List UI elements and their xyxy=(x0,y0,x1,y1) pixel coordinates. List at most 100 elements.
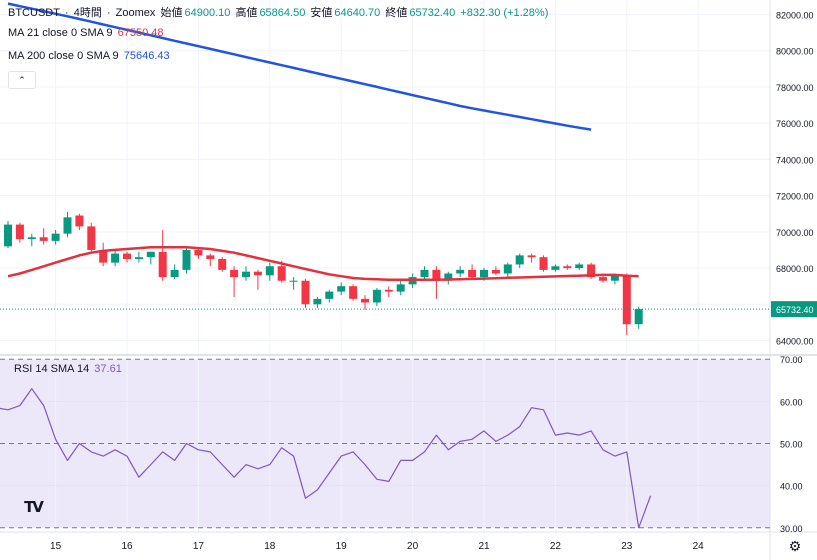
candle-body xyxy=(468,269,477,278)
candle-body xyxy=(337,286,346,292)
time-axis-label: 20 xyxy=(407,541,419,552)
time-axis-label: 16 xyxy=(121,541,133,552)
candle-body xyxy=(63,217,72,234)
candle-body xyxy=(587,264,596,278)
ma200-legend[interactable]: MA 200 close 0 SMA 9 75646.43 xyxy=(8,50,172,62)
legend-collapse-button[interactable]: ⌃ xyxy=(8,71,36,89)
candle-body xyxy=(253,271,262,276)
rsi-axis-label: 60.00 xyxy=(780,397,803,407)
candle-body xyxy=(158,251,167,278)
time-axis-label: 15 xyxy=(50,541,62,552)
candle-body xyxy=(491,269,500,274)
candle-body xyxy=(206,255,215,260)
time-axis-label: 18 xyxy=(264,541,276,552)
tradingview-logo[interactable]: TV xyxy=(24,498,44,516)
candle-body xyxy=(301,280,310,305)
main-legend: BTCUSDT · 4時間 · Zoomex 始値 64900.10 高値 6586… xyxy=(8,4,550,20)
candle-body xyxy=(361,298,369,303)
rsi-line xyxy=(0,388,652,529)
ma200-line xyxy=(7,2,592,131)
rsi-label: RSI 14 SMA 14 xyxy=(14,363,90,375)
rsi-axis-label: 70.00 xyxy=(780,355,803,365)
exchange-label: Zoomex xyxy=(115,7,156,19)
candle-body xyxy=(325,291,334,299)
time-axis-label: 24 xyxy=(693,541,705,552)
rsi-axis-label: 50.00 xyxy=(780,440,803,450)
candle-body xyxy=(480,269,488,278)
price-axis-label: 82000.00 xyxy=(776,10,814,20)
candle-body xyxy=(539,257,548,270)
candle-body xyxy=(313,298,322,305)
high-value: 65864.50 xyxy=(259,7,306,19)
candle-body xyxy=(634,309,643,325)
last-price-tag xyxy=(771,301,817,318)
ma21-value: 67550.48 xyxy=(117,27,164,39)
candle-body xyxy=(372,289,381,303)
price-axis-label: 76000.00 xyxy=(776,119,814,129)
candle-body xyxy=(194,249,203,256)
price-axis-label: 78000.00 xyxy=(776,83,814,93)
candle-body xyxy=(265,266,274,276)
high-label: 高値 xyxy=(235,7,258,19)
candle-body xyxy=(134,257,143,260)
candle-body xyxy=(146,251,155,258)
candle-body xyxy=(75,215,84,227)
candle-body xyxy=(230,269,239,278)
low-value: 64640.70 xyxy=(334,7,381,19)
candle-body xyxy=(420,269,429,278)
candle-body xyxy=(563,266,572,269)
candle-body xyxy=(289,280,298,282)
price-axis-label: 68000.00 xyxy=(776,264,814,274)
rsi-axis-label: 40.00 xyxy=(780,482,803,492)
candle-body xyxy=(39,237,48,241)
candle-body xyxy=(622,275,631,325)
candle-body xyxy=(87,226,96,250)
time-axis-label: 22 xyxy=(550,541,562,552)
price-axis-label: 74000.00 xyxy=(776,155,814,165)
candle-body xyxy=(111,253,120,263)
candle-body xyxy=(610,275,619,281)
rsi-band xyxy=(0,359,770,528)
candle-body xyxy=(456,269,465,274)
candle-body xyxy=(4,224,12,247)
ma200-label: MA 200 close 0 SMA 9 xyxy=(8,50,119,62)
rsi-legend[interactable]: RSI 14 SMA 14 37.61 xyxy=(14,363,124,375)
candle-body xyxy=(170,269,179,278)
candle-body xyxy=(123,253,131,260)
price-axis-label: 80000.00 xyxy=(776,47,814,57)
candle-body xyxy=(551,266,560,270)
time-axis-label: 17 xyxy=(193,541,205,552)
candle-body xyxy=(349,286,358,299)
open-value: 64900.10 xyxy=(184,7,231,19)
candle-body xyxy=(575,264,584,269)
open-label: 始値 xyxy=(160,7,183,19)
candle-body xyxy=(99,249,108,263)
interval-label[interactable]: 4時間 xyxy=(73,7,102,19)
candle-body xyxy=(527,255,536,258)
price-axis-label: 70000.00 xyxy=(776,228,814,238)
candle-body xyxy=(51,233,60,241)
close-label: 終値 xyxy=(385,7,408,19)
candle-body xyxy=(515,255,524,265)
last-price-label: 65732.40 xyxy=(776,305,814,315)
candle-body xyxy=(242,271,250,278)
candle-body xyxy=(599,277,607,281)
gear-icon[interactable]: ⚙ xyxy=(788,538,802,554)
price-axis-label: 64000.00 xyxy=(776,337,814,347)
candle-body xyxy=(444,273,453,281)
candle-body xyxy=(503,264,512,274)
chevron-up-icon: ⌃ xyxy=(18,74,26,85)
time-axis-label: 19 xyxy=(336,541,348,552)
candle-body xyxy=(182,249,191,270)
separator: · xyxy=(106,7,111,19)
ma21-legend[interactable]: MA 21 close 0 SMA 9 67550.48 xyxy=(8,27,166,39)
change-value: +832.30 (+1.28%) xyxy=(460,7,549,19)
close-value: 65732.40 xyxy=(409,7,456,19)
candle-body xyxy=(277,266,286,281)
low-label: 安値 xyxy=(310,7,333,19)
ma21-line xyxy=(7,245,639,282)
symbol-label[interactable]: BTCUSDT xyxy=(8,7,60,19)
rsi-value: 37.61 xyxy=(94,363,122,375)
time-axis-label: 21 xyxy=(478,541,490,552)
